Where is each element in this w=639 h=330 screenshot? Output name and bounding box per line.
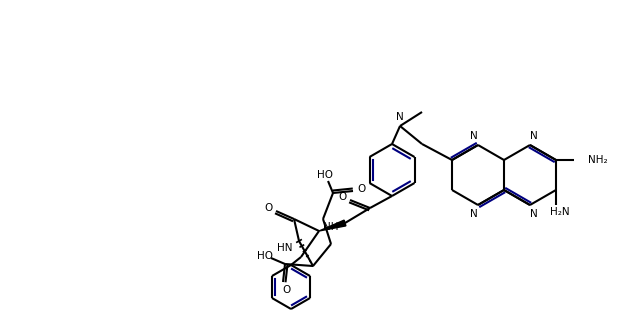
Text: HO: HO: [317, 170, 333, 180]
Text: HO: HO: [257, 251, 273, 261]
Text: O: O: [338, 192, 346, 202]
Text: N: N: [396, 112, 404, 122]
Text: NH₂: NH₂: [588, 155, 608, 165]
Text: N: N: [530, 209, 538, 219]
Text: H₂N: H₂N: [550, 207, 570, 217]
Text: N: N: [530, 131, 538, 141]
Text: N: N: [470, 131, 478, 141]
Text: HN: HN: [277, 243, 293, 253]
Text: O: O: [357, 184, 365, 194]
Text: O: O: [264, 203, 272, 213]
Text: O: O: [282, 285, 290, 295]
Polygon shape: [319, 220, 346, 231]
Text: NH: NH: [323, 222, 339, 232]
Text: N: N: [470, 209, 478, 219]
